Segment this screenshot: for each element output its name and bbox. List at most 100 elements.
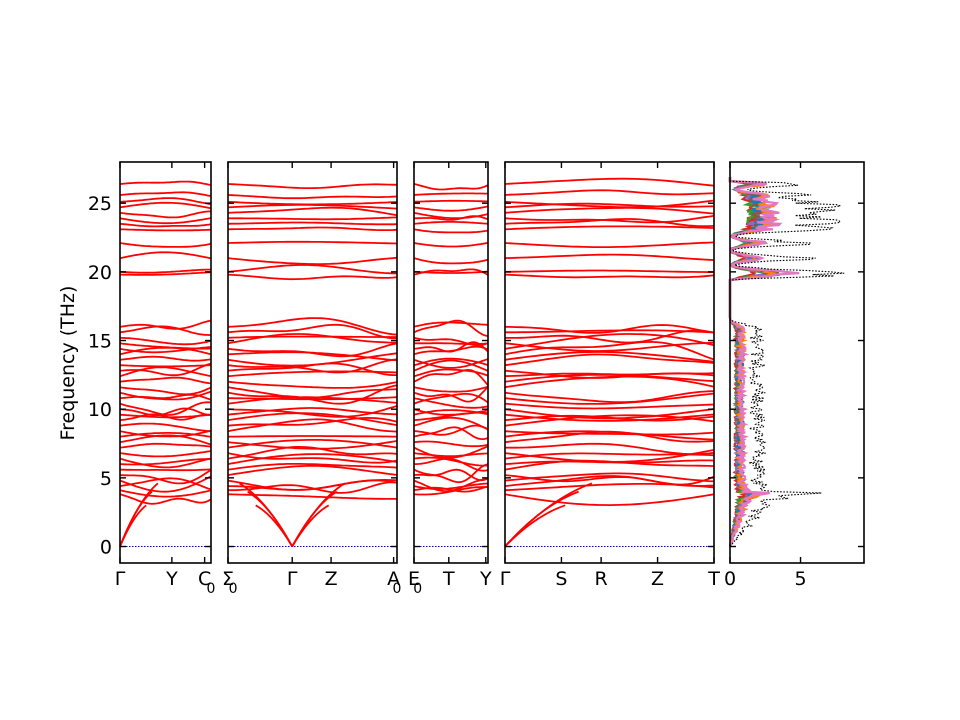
phonon-band — [227, 273, 398, 281]
phonon-band — [504, 341, 715, 352]
phonon-band — [413, 440, 489, 448]
phonon-band — [119, 489, 212, 498]
phonon-band — [119, 210, 211, 219]
phonon-band — [227, 323, 398, 340]
phonon-band — [504, 459, 715, 471]
phonon-band — [227, 493, 397, 500]
acoustic-branch — [119, 504, 147, 547]
x-tick-label: A — [387, 568, 400, 590]
phonon-band — [504, 472, 715, 483]
phonon-band — [414, 457, 489, 472]
phonon-band — [413, 463, 489, 484]
phonon-band — [504, 430, 715, 444]
phonon-band — [413, 393, 489, 405]
phonon-band — [413, 221, 489, 225]
total-dos-curve — [729, 177, 845, 547]
phonon-band — [227, 380, 398, 389]
panel-frame — [227, 161, 398, 564]
phonon-band — [227, 418, 398, 433]
acoustic-branch — [239, 482, 293, 547]
phonon-band — [119, 336, 212, 346]
y-tick-label: 20 — [88, 262, 112, 284]
phonon-band — [504, 253, 715, 261]
phonon-band — [227, 240, 398, 245]
phonon-band — [413, 345, 489, 356]
phonon-band — [413, 486, 489, 496]
phonon-band — [227, 362, 397, 376]
acoustic-branch — [247, 490, 293, 547]
phonon-band — [413, 468, 489, 482]
dos-x-tick-label: 5 — [794, 568, 806, 590]
phonon-band — [414, 424, 489, 436]
phonon-band — [227, 333, 397, 345]
phonon-band — [504, 177, 715, 187]
phonon-band — [119, 268, 212, 274]
phonon-band — [227, 342, 398, 358]
x-tick-label: Z — [651, 568, 664, 590]
phonon-band — [504, 273, 715, 279]
panel-frame — [413, 161, 489, 564]
phonon-band — [227, 358, 398, 374]
phonon-band — [119, 386, 212, 396]
phonon-band — [504, 452, 715, 460]
acoustic-branch — [291, 482, 346, 547]
phonon-band — [413, 336, 489, 347]
phonon-band — [119, 355, 212, 362]
phonon-band — [413, 228, 489, 234]
phonon-band — [228, 396, 398, 401]
phonon-band — [504, 199, 715, 209]
x-tick-label: C — [198, 568, 211, 590]
phonon-band — [227, 446, 398, 460]
phonon-band — [414, 215, 489, 221]
phonon-band — [119, 217, 212, 225]
phonon-band — [505, 329, 715, 334]
phonon-band — [119, 319, 212, 330]
dos-panel-frame — [729, 161, 865, 564]
phonon-band — [413, 321, 489, 328]
x-tick-label: T — [707, 568, 720, 590]
phonon-band — [504, 225, 715, 231]
phonon-band — [413, 205, 489, 212]
phonon-band — [504, 340, 715, 361]
phonon-band — [119, 477, 212, 491]
phonon-band — [413, 268, 489, 276]
phonon-band — [413, 192, 488, 196]
phonon-band — [227, 440, 398, 450]
phonon-band — [504, 324, 715, 334]
panel-frame — [119, 161, 212, 564]
phonon-band — [119, 376, 212, 385]
phonon-band — [227, 416, 398, 427]
acoustic-branch — [504, 504, 566, 548]
phonon-band — [504, 202, 715, 209]
phonon-band — [228, 216, 398, 221]
phonon-band — [119, 325, 211, 336]
x-tick-label: 0 — [393, 581, 402, 597]
phonon-band — [413, 199, 488, 203]
panel-frame — [504, 161, 715, 564]
phonon-band — [504, 483, 715, 492]
phonon-band — [119, 407, 212, 417]
phonon-band — [227, 226, 398, 231]
partial-dos-curve — [728, 177, 800, 547]
phonon-band — [119, 450, 212, 458]
x-tick-label: Γ — [115, 568, 126, 590]
phonon-band — [504, 333, 715, 350]
phonon-band — [119, 366, 212, 378]
y-tick-label: 25 — [88, 193, 112, 215]
phonon-band — [504, 269, 714, 273]
x-tick-label: T — [442, 568, 455, 590]
phonon-band — [119, 362, 212, 377]
phonon-band — [227, 396, 398, 405]
x-tick-label: Z — [325, 568, 338, 590]
phonon-band — [504, 390, 715, 404]
phonon-band — [227, 439, 398, 449]
phonon-band — [227, 335, 397, 339]
phonon-band — [119, 197, 212, 205]
phonon-band — [227, 183, 398, 189]
phonon-band — [119, 442, 212, 449]
phonon-band — [413, 426, 489, 441]
phonon-band — [119, 457, 212, 469]
